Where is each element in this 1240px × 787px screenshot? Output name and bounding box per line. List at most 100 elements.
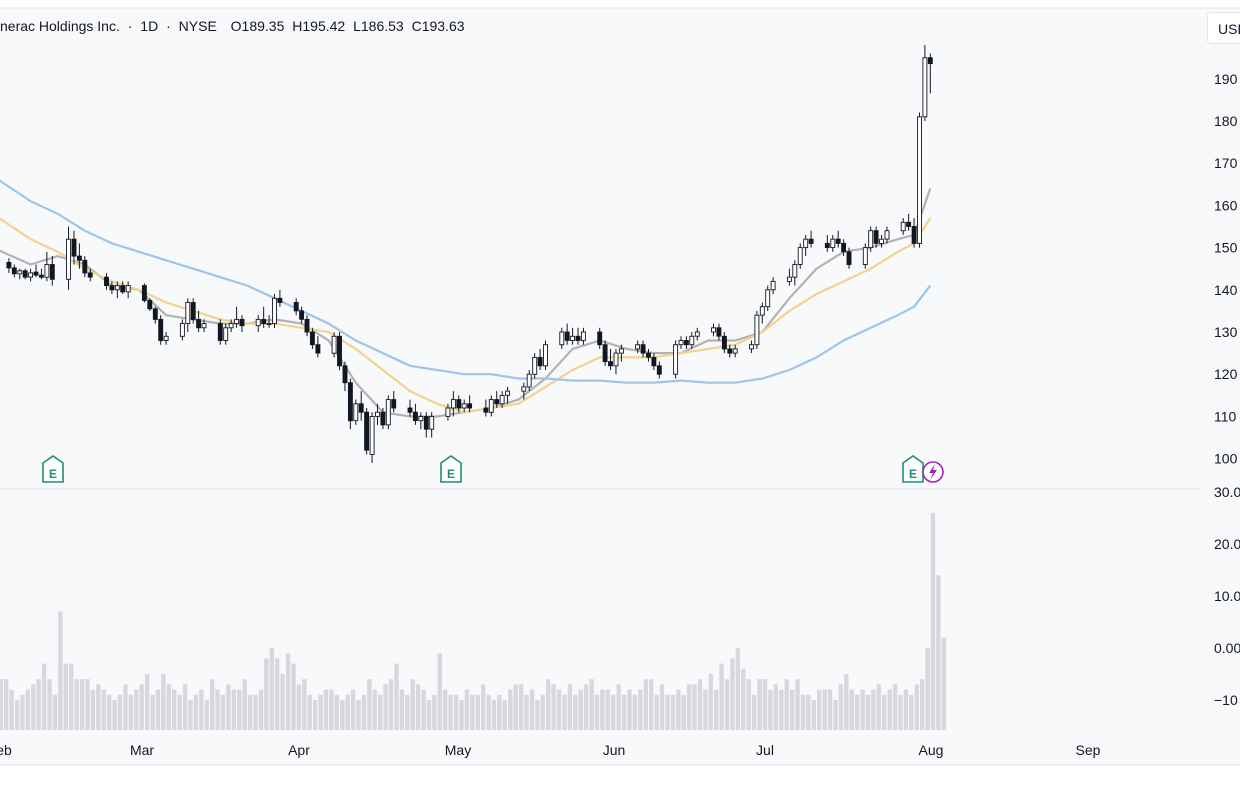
price-axis[interactable]: 190 180 170 160 150 140 130 120 110 100 <box>1214 71 1238 467</box>
volume-bar <box>621 694 627 730</box>
volume-bar <box>708 674 713 730</box>
candle-body <box>911 226 917 244</box>
volume-bar <box>96 684 101 730</box>
candle <box>483 399 489 417</box>
time-axis[interactable]: eb Mar Apr May Jun Jul Aug Sep <box>0 742 1101 758</box>
candle <box>239 315 245 333</box>
candle-body <box>38 274 44 278</box>
candle-body <box>651 356 657 367</box>
candle <box>911 218 917 248</box>
volume-axis[interactable]: 30.0 20.0 10.0 0.00 −10 <box>1214 484 1240 708</box>
volume-tick-label: −10 <box>1214 692 1238 708</box>
candle <box>76 243 82 269</box>
volume-bar <box>399 689 405 730</box>
candle <box>461 399 467 413</box>
volume-bar <box>806 694 811 730</box>
candle <box>906 213 912 231</box>
volume-bar <box>665 694 670 730</box>
legend-separator: · <box>166 18 171 34</box>
volume-bar <box>697 679 703 730</box>
volume-bar <box>36 679 41 730</box>
candle <box>868 226 874 252</box>
ohlc-high: H195.42 <box>292 18 346 34</box>
candle <box>575 327 581 345</box>
volume-bar <box>226 684 231 730</box>
candle <box>803 234 809 257</box>
volume-bar <box>811 700 816 730</box>
volume-bar <box>670 694 676 730</box>
chart-background <box>0 8 1240 765</box>
volume-tick-label: 20.0 <box>1214 536 1240 552</box>
volume-bar <box>941 637 947 730</box>
earnings-badge <box>42 455 64 483</box>
volume-bar <box>562 694 567 730</box>
candle-body <box>418 416 424 422</box>
candle-body <box>721 335 727 350</box>
volume-bar <box>757 679 762 730</box>
candle <box>66 226 71 290</box>
legend-separator: · <box>127 18 133 34</box>
candle <box>201 319 207 333</box>
candle <box>917 112 922 248</box>
volume-bar <box>838 684 844 730</box>
volume-bar <box>144 674 150 730</box>
volume-bar <box>247 694 253 730</box>
price-tick-label: 160 <box>1214 197 1238 213</box>
candle-body <box>272 297 277 325</box>
candle-body <box>521 386 527 392</box>
candle <box>44 251 50 282</box>
volume-bar <box>193 694 199 730</box>
volume-bar <box>854 694 860 730</box>
candle-body <box>223 327 229 341</box>
candle <box>71 230 77 265</box>
volume-bar <box>464 689 470 730</box>
price-tick-label: 110 <box>1214 409 1237 425</box>
candle-body <box>580 331 586 341</box>
volume-bar <box>107 694 112 730</box>
candle <box>602 340 608 366</box>
candle <box>841 239 847 257</box>
candle <box>412 403 418 425</box>
symbol-legend: nerac Holdings Inc. · 1D · NYSE O189.35 … <box>0 18 469 34</box>
candle <box>223 323 229 345</box>
candle-body <box>613 352 619 367</box>
volume-bar <box>762 679 768 730</box>
volume-bar <box>410 679 415 730</box>
candle-body <box>17 270 23 275</box>
volume-bar <box>264 658 269 730</box>
candle <box>613 348 619 375</box>
earnings-icon[interactable]: E <box>42 455 64 483</box>
volume-bar <box>117 694 123 730</box>
volume-bar <box>589 679 594 730</box>
earnings-icon[interactable]: E <box>440 455 462 483</box>
volume-bar <box>643 679 648 730</box>
interval-label[interactable]: 1D <box>140 18 159 34</box>
volume-bar <box>345 694 350 730</box>
time-tick-label: eb <box>0 742 12 758</box>
candle-body <box>765 289 771 308</box>
candle <box>879 234 884 248</box>
candle-body <box>494 399 500 405</box>
lightning-icon[interactable] <box>922 461 944 483</box>
candle <box>266 315 272 328</box>
candle <box>11 264 17 278</box>
candle-body <box>66 238 71 280</box>
candle <box>353 399 359 425</box>
volume-bar <box>448 694 453 730</box>
currency-button[interactable]: USD <box>1207 12 1240 44</box>
candle-body <box>678 340 684 346</box>
candle <box>337 332 342 371</box>
candle-body <box>76 255 82 261</box>
candle-body <box>299 310 305 320</box>
candle-body <box>239 318 245 327</box>
candle-body <box>505 390 511 396</box>
candle <box>364 408 370 455</box>
candle <box>543 340 548 371</box>
candle-body <box>711 327 716 333</box>
candle-body <box>900 221 906 232</box>
candle-body <box>277 297 283 303</box>
volume-bar <box>0 679 4 730</box>
